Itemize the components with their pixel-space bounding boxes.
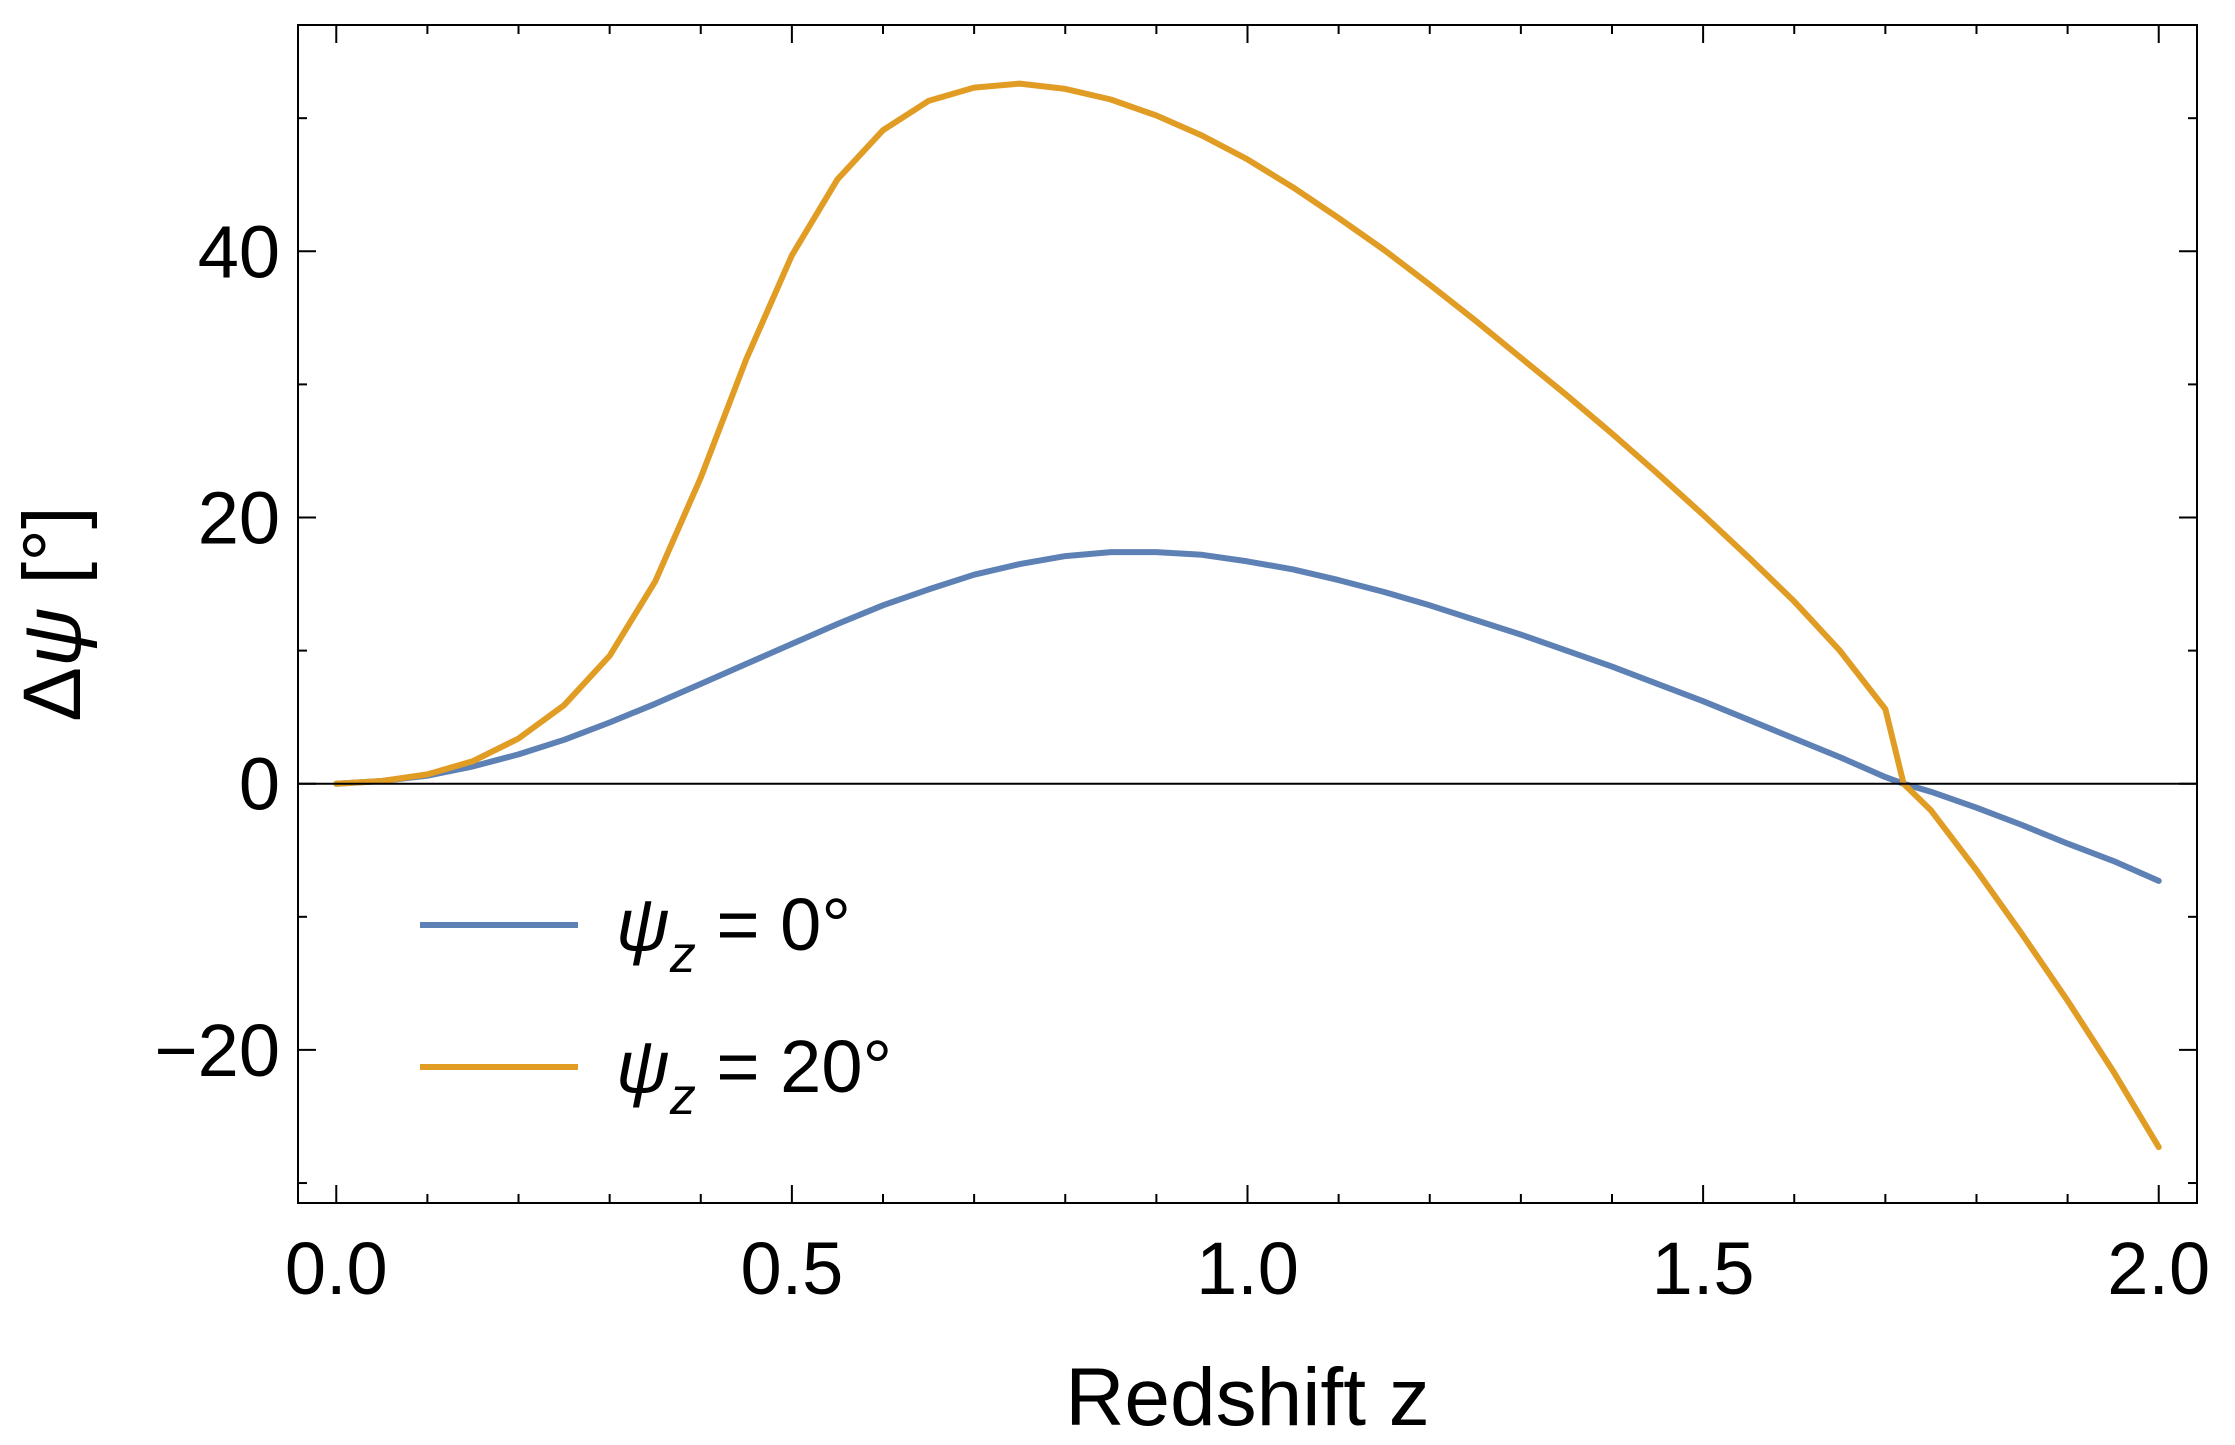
legend-label-psi-0: ψz = 0° [616,883,851,984]
y-axis-title-spacer [7,585,98,608]
legend-label-psi-20: ψz = 20° [616,1025,892,1126]
x-tick-label: 0.5 [740,1227,843,1310]
series-line-psi-0 [333,549,2162,884]
x-axis-title: Redshift z [1065,1352,1430,1443]
y-axis-title-prefix: Δ [7,667,98,722]
x-tick-label: 0.0 [285,1227,388,1310]
x-tick-label: 1.5 [1652,1227,1755,1310]
legend: ψz = 0° ψz = 20° [420,883,892,1126]
y-axis-title-symbol: ψ [7,607,98,667]
x-tick-label: 2.0 [2107,1227,2210,1310]
y-tick-label: 0 [239,743,280,826]
legend-subscript: z [669,926,696,984]
y-axis-title-unit: [°] [7,506,98,584]
y-tick-label: −20 [154,1009,280,1092]
y-axis-title: Δψ [°] [7,506,98,722]
legend-symbol: ψ [616,883,670,966]
series-line-psi-20 [333,80,2162,1151]
legend-rest: = 0° [696,883,851,966]
x-tick-label: 1.0 [1196,1227,1299,1310]
series-layer [333,80,2162,1151]
tick-layer: 0.0 0.5 1.0 1.5 2.0 −20 0 20 40 [154,25,2210,1310]
y-tick-label: 40 [198,210,280,293]
legend-subscript: z [669,1068,696,1126]
legend-rest: = 20° [696,1025,892,1108]
y-tick-label: 20 [198,476,280,559]
legend-symbol: ψ [616,1025,670,1108]
